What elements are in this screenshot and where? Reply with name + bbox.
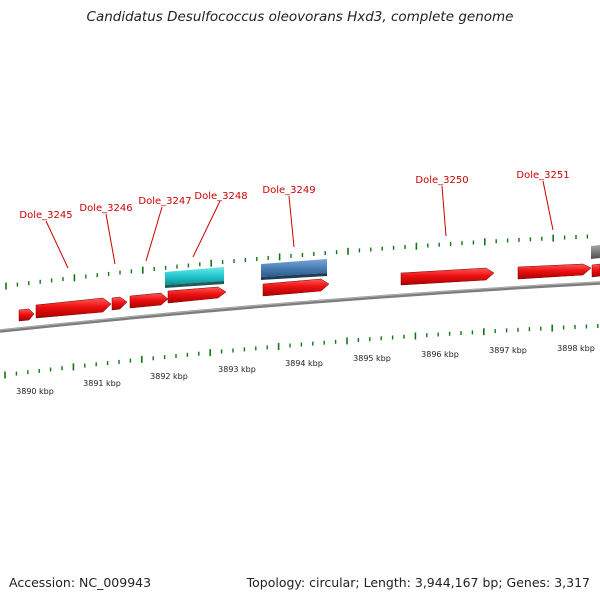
gene-arrow-6 xyxy=(262,278,330,297)
genome-backbone xyxy=(0,281,600,333)
gene-label-dole-3250: Dole_3250 xyxy=(415,175,468,186)
gene-arrow-1 xyxy=(18,308,35,322)
blue-feature-block xyxy=(261,259,327,277)
gene-label-dole-3249: Dole_3249 xyxy=(262,185,315,196)
scale-label-3896: 3896 kbp xyxy=(421,350,459,359)
scale-label-3890: 3890 kbp xyxy=(16,387,54,396)
blue-feature-shadow xyxy=(261,273,327,280)
gene-label-dole-3248: Dole_3248 xyxy=(194,191,247,202)
gene-arrow-8 xyxy=(517,263,592,280)
scale-label-3893: 3893 kbp xyxy=(218,365,256,374)
scale-labels: 3890 kbp 3891 kbp 3892 kbp 3893 kbp 3894… xyxy=(16,344,595,396)
gene-arrow-7 xyxy=(400,267,495,286)
gene-arrow-9 xyxy=(591,263,600,278)
gene-label-dole-3245: Dole_3245 xyxy=(19,210,72,221)
gene-label-dole-3251: Dole_3251 xyxy=(516,170,569,181)
scale-label-3898: 3898 kbp xyxy=(557,344,595,353)
gene-arrow-track xyxy=(18,263,600,322)
upper-tick-track xyxy=(5,234,589,290)
scale-label-3894: 3894 kbp xyxy=(285,359,323,368)
gene-arrow-3 xyxy=(111,296,128,311)
genome-stats-label: Topology: circular; Length: 3,944,167 bp… xyxy=(246,575,590,590)
genome-backbone-highlight xyxy=(0,281,600,331)
gray-feature-block xyxy=(591,245,600,259)
scale-label-3895: 3895 kbp xyxy=(353,354,391,363)
rna-feature-shadow xyxy=(165,281,224,288)
accession-label: Accession: NC_009943 xyxy=(9,575,152,590)
gene-arrow-4 xyxy=(129,292,169,309)
scale-label-3892: 3892 kbp xyxy=(150,372,188,381)
gene-arrow-2 xyxy=(35,297,112,319)
rna-feature-block xyxy=(165,267,224,285)
scale-label-3891: 3891 kbp xyxy=(83,379,121,388)
lower-tick-track xyxy=(4,324,599,379)
page-title: Candidatus Desulfococcus oleovorans Hxd3… xyxy=(86,9,514,25)
scale-label-3897: 3897 kbp xyxy=(489,346,527,355)
gene-label-dole-3246: Dole_3246 xyxy=(79,203,132,214)
gene-arrow-5 xyxy=(167,286,227,304)
gene-labels: Dole_3245 Dole_3246 Dole_3247 Dole_3248 … xyxy=(19,170,569,221)
callout-lines xyxy=(45,180,554,269)
gene-label-dole-3247: Dole_3247 xyxy=(138,196,191,207)
